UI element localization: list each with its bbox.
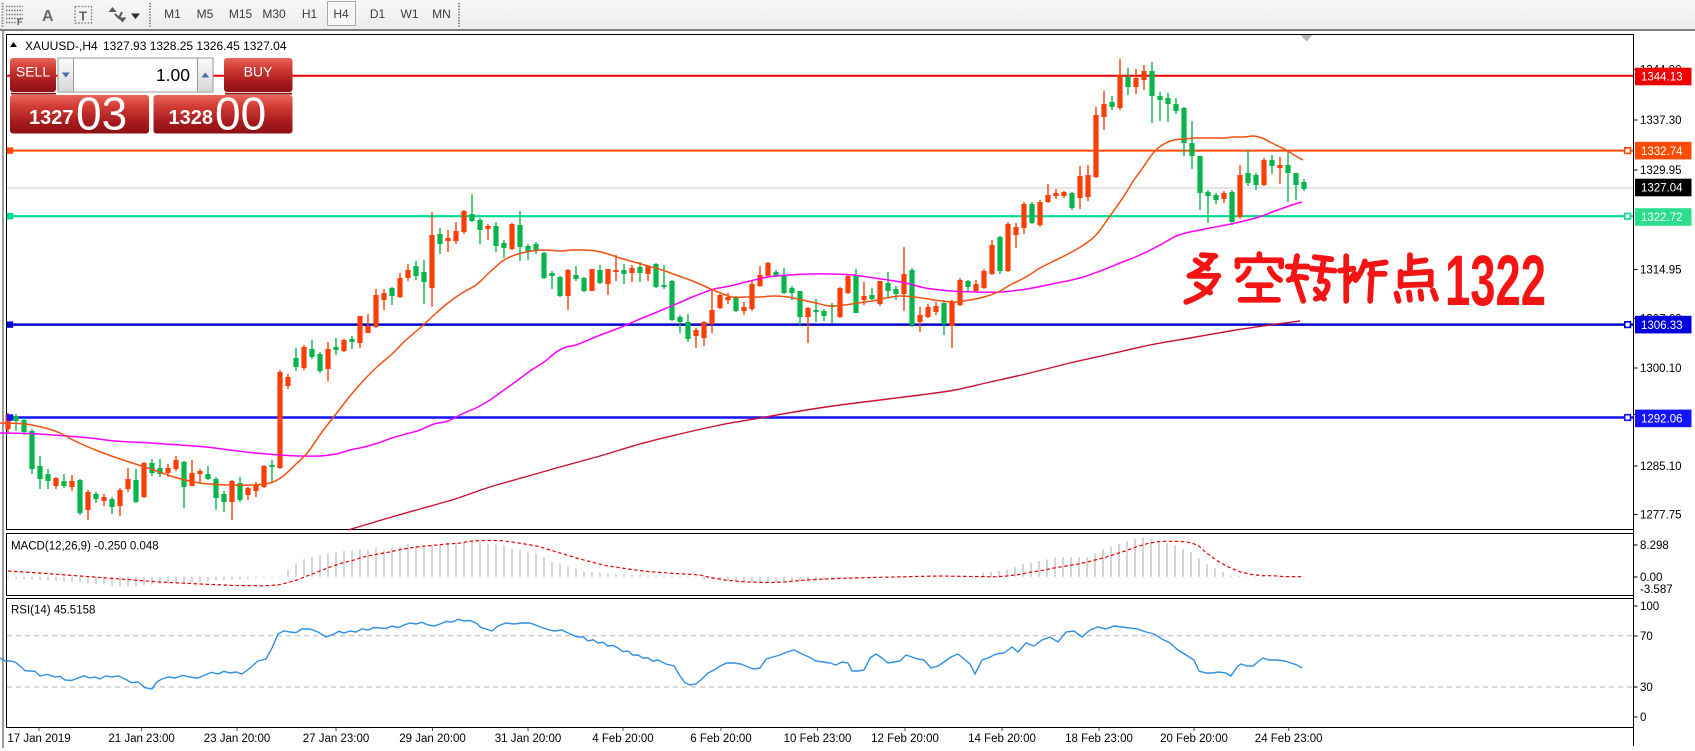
svg-text:1344.13: 1344.13	[1641, 72, 1683, 84]
svg-text:12 Feb 20:00: 12 Feb 20:00	[871, 733, 939, 745]
svg-text:8.298: 8.298	[1640, 540, 1669, 552]
svg-text:20 Feb 20:00: 20 Feb 20:00	[1160, 733, 1228, 745]
svg-text:1300.10: 1300.10	[1640, 363, 1682, 375]
svg-text:RSI(14) 45.5158: RSI(14) 45.5158	[11, 605, 95, 617]
svg-text:A: A	[42, 8, 54, 25]
svg-text:1322.72: 1322.72	[1641, 212, 1683, 224]
svg-text:1327.93 1328.25 1326.45 1327.0: 1327.93 1328.25 1326.45 1327.04	[103, 39, 287, 53]
svg-text:24 Feb 23:00: 24 Feb 23:00	[1255, 733, 1323, 745]
svg-text:100: 100	[1640, 601, 1659, 613]
svg-text:1327.04: 1327.04	[1641, 183, 1683, 195]
svg-text:1306.33: 1306.33	[1641, 320, 1683, 332]
svg-text:1332.74: 1332.74	[1641, 146, 1683, 158]
svg-text:23 Jan 20:00: 23 Jan 20:00	[204, 733, 271, 745]
svg-text:1337.30: 1337.30	[1640, 115, 1682, 127]
svg-text:03: 03	[76, 88, 127, 140]
svg-text:T: T	[79, 9, 87, 24]
svg-text:1328: 1328	[169, 107, 214, 129]
svg-text:0.00: 0.00	[1640, 572, 1662, 584]
svg-text:18 Feb 23:00: 18 Feb 23:00	[1065, 733, 1133, 745]
svg-text:70: 70	[1640, 631, 1653, 643]
svg-text:21 Jan 23:00: 21 Jan 23:00	[108, 733, 175, 745]
svg-text:00: 00	[215, 88, 266, 140]
svg-text:1314.95: 1314.95	[1640, 265, 1682, 277]
svg-text:MACD(12,26,9) -0.250 0.048: MACD(12,26,9) -0.250 0.048	[11, 541, 159, 553]
svg-text:29 Jan 20:00: 29 Jan 20:00	[399, 733, 466, 745]
svg-text:1285.10: 1285.10	[1640, 461, 1682, 473]
svg-text:1329.95: 1329.95	[1640, 165, 1682, 177]
svg-text:BUY: BUY	[244, 64, 273, 80]
svg-text:0: 0	[1640, 712, 1646, 724]
svg-text:1.00: 1.00	[156, 65, 190, 85]
svg-text:10 Feb 23:00: 10 Feb 23:00	[784, 733, 852, 745]
svg-text:14 Feb 20:00: 14 Feb 20:00	[968, 733, 1036, 745]
svg-text:1322: 1322	[1445, 241, 1546, 321]
svg-text:4 Feb 20:00: 4 Feb 20:00	[592, 733, 653, 745]
svg-text:-3.587: -3.587	[1640, 584, 1673, 596]
svg-text:F: F	[17, 17, 23, 27]
svg-text:17 Jan 2019: 17 Jan 2019	[7, 733, 70, 745]
svg-text:30: 30	[1640, 682, 1653, 694]
svg-text:27 Jan 23:00: 27 Jan 23:00	[303, 733, 370, 745]
svg-text:1277.75: 1277.75	[1640, 510, 1682, 522]
svg-text:SELL: SELL	[16, 64, 50, 80]
svg-text:31 Jan 20:00: 31 Jan 20:00	[495, 733, 562, 745]
svg-text:XAUUSD-,H4: XAUUSD-,H4	[25, 39, 98, 53]
svg-text:1327: 1327	[29, 107, 74, 129]
svg-text:6 Feb 20:00: 6 Feb 20:00	[690, 733, 751, 745]
svg-text:1292.06: 1292.06	[1641, 414, 1683, 426]
